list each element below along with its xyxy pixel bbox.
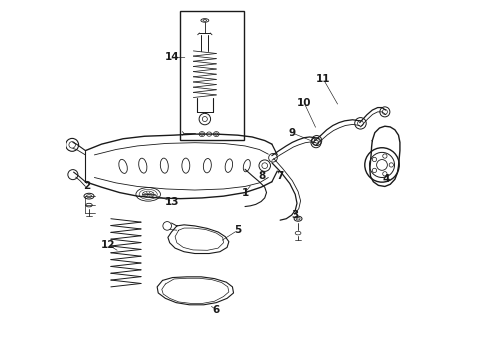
Text: 6: 6 <box>213 305 220 315</box>
Text: 2: 2 <box>83 181 90 192</box>
Text: 5: 5 <box>234 225 242 235</box>
Text: 1: 1 <box>242 188 248 198</box>
Text: 10: 10 <box>297 98 312 108</box>
Text: 13: 13 <box>165 197 180 207</box>
Bar <box>180 12 245 140</box>
Text: 12: 12 <box>101 239 115 249</box>
Text: 4: 4 <box>383 174 391 184</box>
Text: 9: 9 <box>288 128 295 138</box>
Text: 8: 8 <box>259 171 266 181</box>
Text: 3: 3 <box>292 210 299 220</box>
Text: 7: 7 <box>276 171 284 181</box>
Text: 14: 14 <box>165 52 180 62</box>
Text: 11: 11 <box>316 74 330 84</box>
